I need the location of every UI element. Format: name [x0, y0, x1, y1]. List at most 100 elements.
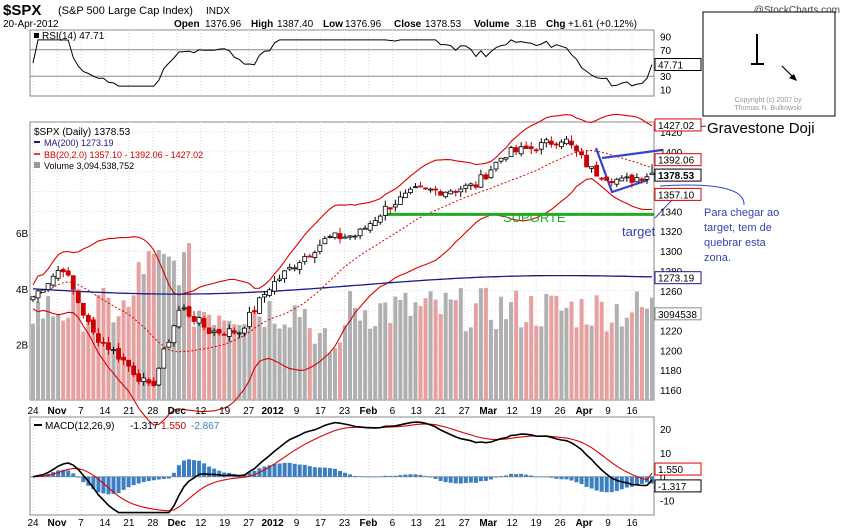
candle-body: [483, 174, 489, 180]
candle-body: [146, 379, 152, 384]
chg-label: Chg: [546, 19, 565, 30]
macd-histogram-bar: [292, 463, 297, 477]
candle-body: [458, 188, 464, 193]
macd-histogram-bar: [499, 476, 504, 477]
candle-body: [649, 172, 655, 176]
x-axis-label: 21: [123, 518, 135, 529]
macd-histogram-bar: [56, 470, 61, 477]
candle-body: [312, 252, 318, 258]
volume-bar: [559, 310, 564, 400]
candle-body: [176, 309, 182, 328]
volume-bar: [519, 327, 524, 400]
x-axis-label: 12: [507, 406, 519, 417]
macd-histogram-bar: [413, 474, 418, 477]
macd-histogram-bar: [116, 476, 121, 494]
volume-bar: [81, 331, 86, 400]
indicator-overlays: [32, 113, 745, 426]
macd-value: -1.317: [130, 421, 159, 432]
volume-bar: [348, 291, 353, 400]
macd-histogram-bar: [493, 476, 498, 478]
x-axis-label: 12: [195, 406, 207, 417]
macd-histogram-bar: [534, 476, 539, 478]
bb-upper-box-frame: [654, 118, 702, 132]
candle-body: [589, 166, 595, 169]
volume-bar: [141, 273, 146, 400]
candle-body: [246, 311, 252, 328]
ma200-line: [32, 274, 653, 295]
macd-histogram-bar: [322, 467, 327, 477]
macd-histogram-bar: [584, 476, 589, 487]
rsi-legend: RSI(14) 47.71: [34, 31, 105, 42]
rsi-series: [32, 39, 653, 87]
volume-bar: [534, 325, 539, 400]
target-label: target: [622, 224, 656, 239]
macd-histogram-bar: [262, 466, 267, 477]
note-line-1: Para chegar ao: [704, 207, 779, 219]
volume-bar: [624, 317, 629, 400]
macd-histogram-bar: [604, 476, 609, 493]
volume-bar: [614, 304, 619, 400]
x-axis-label: Nov: [48, 518, 67, 529]
candle-body: [503, 157, 509, 160]
macd-histogram-bar: [202, 463, 207, 477]
candle-body: [55, 270, 61, 279]
x-axis-label: Mar: [479, 518, 497, 529]
price-tick-label: 1300: [660, 247, 683, 258]
doji-inset: [702, 11, 836, 117]
bb-lower-box: 1357.10: [658, 190, 695, 201]
candle-body: [619, 177, 625, 182]
volume-tick-label: 6B: [16, 229, 29, 240]
candle-body: [85, 314, 91, 322]
low-value: 1376.96: [345, 19, 382, 30]
macd-histogram-bar: [634, 476, 639, 485]
volume-bar: [337, 342, 342, 400]
candle-body: [101, 341, 106, 344]
candle-body: [639, 178, 645, 181]
macd-histogram-bar: [473, 476, 478, 483]
macd-histogram-bar: [287, 462, 292, 477]
volume-bar: [232, 324, 237, 400]
volume-bar: [589, 325, 594, 400]
macd-legend: MACD(12,26,9) -1.317 1.550 -2.867: [34, 421, 220, 432]
macd-histogram-bar: [96, 476, 101, 493]
candle-body: [382, 205, 388, 216]
macd-histogram-bar: [141, 476, 146, 483]
candle-body: [377, 215, 383, 223]
macd-histogram-bar: [217, 470, 222, 477]
candle-body: [543, 139, 549, 144]
macd-histogram-bar: [574, 476, 579, 483]
candle-body: [433, 188, 439, 191]
x-axis-label: Mar: [479, 406, 497, 417]
macd-histogram-bar: [252, 470, 257, 477]
macd-histogram-bar: [156, 476, 161, 480]
volume-bar: [428, 291, 433, 400]
macd-histogram-bar: [66, 470, 71, 477]
x-axis-label: 9: [294, 406, 300, 417]
x-axis-label: 21: [435, 406, 447, 417]
candle-body: [443, 191, 449, 198]
volume-bar: [639, 306, 644, 400]
x-axis-label: 16: [626, 406, 638, 417]
ticker: $SPX: [3, 2, 41, 19]
low-label: Low: [323, 19, 343, 30]
volume-bar: [544, 294, 549, 400]
macd-histogram-bar: [378, 476, 383, 478]
candle-body: [282, 270, 288, 280]
candle-body: [45, 283, 51, 290]
inset-copyright-1: Copyright (c) 2007 by: [735, 97, 802, 104]
macd-histogram-bar: [609, 476, 614, 493]
candle-body: [191, 316, 197, 322]
candle-body: [75, 290, 81, 303]
volume-bar: [368, 328, 373, 400]
candle-body: [352, 235, 358, 238]
price-tick-label: 1420: [660, 128, 683, 139]
macd-histogram-bar: [368, 476, 373, 478]
volume-bar: [458, 288, 463, 400]
candle-body: [337, 233, 343, 240]
open-value: 1376.96: [205, 19, 242, 30]
rsi-panel: [29, 29, 655, 97]
rsi-value-box-frame: [654, 58, 702, 72]
high-value: 1387.40: [277, 19, 314, 30]
macd-tick-label: -10: [660, 497, 675, 508]
candle-body: [518, 146, 524, 155]
